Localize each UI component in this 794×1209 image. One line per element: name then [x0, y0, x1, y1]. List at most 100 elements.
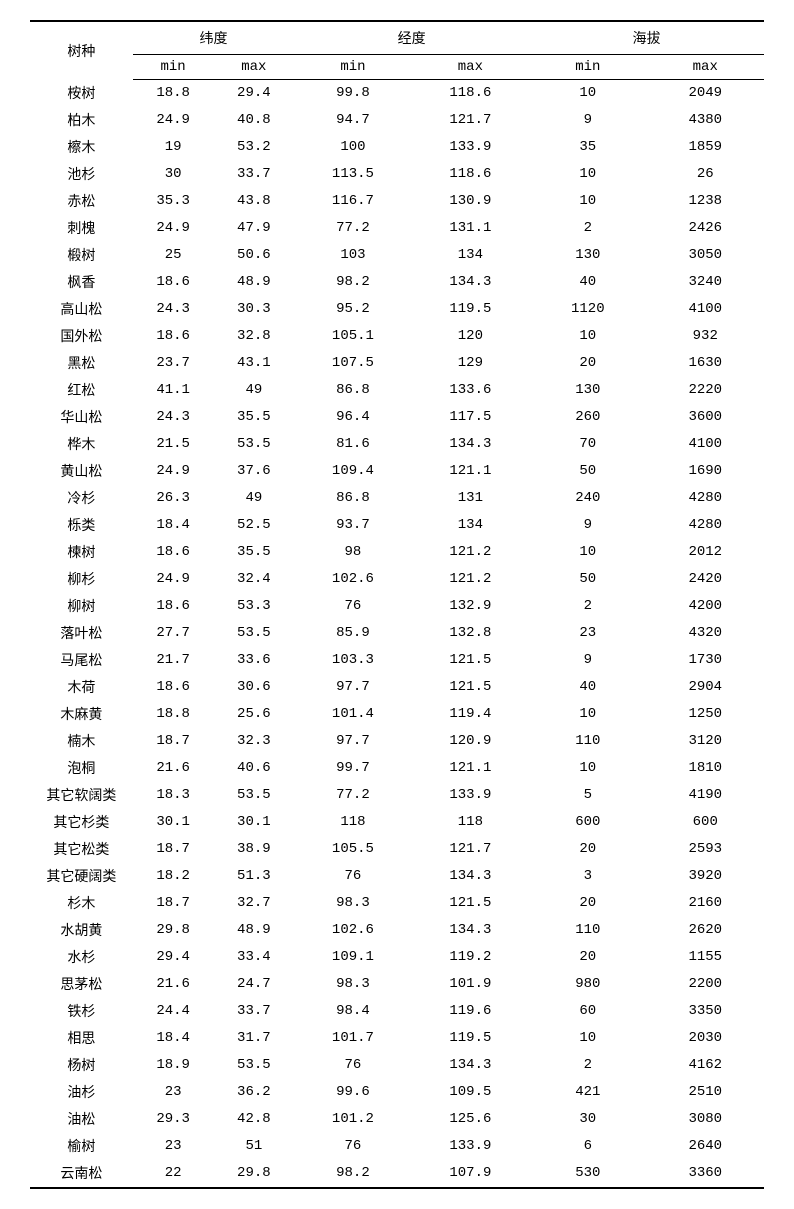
cell-elev-max: 4200 [647, 593, 764, 620]
cell-elev-max: 4162 [647, 1052, 764, 1079]
cell-elev-max: 1250 [647, 701, 764, 728]
table-row: 其它软阔类18.353.577.2133.954190 [30, 782, 764, 809]
cell-lat-max: 32.4 [213, 566, 294, 593]
cell-lat-max: 32.3 [213, 728, 294, 755]
cell-lon-max: 134.3 [412, 863, 529, 890]
cell-species: 马尾松 [30, 647, 133, 674]
cell-lat-min: 23 [133, 1079, 214, 1106]
cell-lon-min: 77.2 [294, 215, 411, 242]
header-lat-min: min [133, 55, 214, 80]
cell-elev-min: 9 [529, 647, 646, 674]
table-row: 黄山松24.937.6109.4121.1501690 [30, 458, 764, 485]
cell-elev-min: 10 [529, 161, 646, 188]
table-row: 木麻黄18.825.6101.4119.4101250 [30, 701, 764, 728]
cell-lat-max: 49 [213, 485, 294, 512]
cell-elev-min: 3 [529, 863, 646, 890]
cell-lon-min: 98.2 [294, 269, 411, 296]
cell-elev-min: 260 [529, 404, 646, 431]
cell-lon-min: 109.1 [294, 944, 411, 971]
cell-lat-max: 53.3 [213, 593, 294, 620]
cell-elev-min: 10 [529, 80, 646, 107]
cell-lon-min: 98.3 [294, 971, 411, 998]
cell-lat-min: 24.3 [133, 296, 214, 323]
cell-lon-min: 76 [294, 863, 411, 890]
cell-lat-min: 18.8 [133, 701, 214, 728]
cell-lon-max: 134 [412, 512, 529, 539]
cell-lon-max: 133.9 [412, 782, 529, 809]
cell-elev-min: 240 [529, 485, 646, 512]
cell-lon-max: 133.9 [412, 1133, 529, 1160]
cell-elev-max: 3350 [647, 998, 764, 1025]
table-row: 其它硬阔类18.251.376134.333920 [30, 863, 764, 890]
cell-lat-min: 18.7 [133, 728, 214, 755]
cell-lat-max: 48.9 [213, 917, 294, 944]
cell-elev-min: 980 [529, 971, 646, 998]
table-row: 柳树18.653.376132.924200 [30, 593, 764, 620]
cell-lat-max: 33.7 [213, 161, 294, 188]
table-row: 刺槐24.947.977.2131.122426 [30, 215, 764, 242]
cell-species: 红松 [30, 377, 133, 404]
cell-lon-max: 121.1 [412, 755, 529, 782]
cell-species: 柳杉 [30, 566, 133, 593]
cell-lat-max: 53.5 [213, 782, 294, 809]
cell-lon-min: 93.7 [294, 512, 411, 539]
table-row: 黑松23.743.1107.5129201630 [30, 350, 764, 377]
cell-lat-max: 30.6 [213, 674, 294, 701]
cell-elev-max: 1238 [647, 188, 764, 215]
table-row: 楠木18.732.397.7120.91103120 [30, 728, 764, 755]
cell-elev-min: 1120 [529, 296, 646, 323]
cell-lon-min: 105.1 [294, 323, 411, 350]
cell-elev-max: 4190 [647, 782, 764, 809]
cell-elev-max: 4280 [647, 512, 764, 539]
cell-lat-max: 43.8 [213, 188, 294, 215]
cell-species: 榆树 [30, 1133, 133, 1160]
cell-lon-max: 125.6 [412, 1106, 529, 1133]
header-lon-min: min [294, 55, 411, 80]
cell-species: 桦木 [30, 431, 133, 458]
cell-lat-min: 18.4 [133, 1025, 214, 1052]
cell-elev-max: 1730 [647, 647, 764, 674]
cell-lon-min: 97.7 [294, 674, 411, 701]
table-row: 水杉29.433.4109.1119.2201155 [30, 944, 764, 971]
cell-species: 柏木 [30, 107, 133, 134]
cell-lat-max: 48.9 [213, 269, 294, 296]
cell-elev-max: 4100 [647, 431, 764, 458]
cell-species: 木荷 [30, 674, 133, 701]
table-row: 思茅松21.624.798.3101.99802200 [30, 971, 764, 998]
cell-species: 油松 [30, 1106, 133, 1133]
cell-lon-min: 102.6 [294, 566, 411, 593]
cell-lon-min: 98.3 [294, 890, 411, 917]
cell-lon-max: 121.7 [412, 836, 529, 863]
cell-elev-min: 2 [529, 593, 646, 620]
cell-lat-max: 33.6 [213, 647, 294, 674]
cell-lat-min: 18.6 [133, 269, 214, 296]
cell-species: 椴树 [30, 242, 133, 269]
cell-lon-max: 133.6 [412, 377, 529, 404]
cell-lon-max: 131.1 [412, 215, 529, 242]
cell-elev-min: 9 [529, 512, 646, 539]
cell-lat-min: 22 [133, 1160, 214, 1188]
cell-lat-min: 24.9 [133, 458, 214, 485]
cell-lat-max: 50.6 [213, 242, 294, 269]
cell-elev-min: 40 [529, 269, 646, 296]
cell-elev-min: 530 [529, 1160, 646, 1188]
table-row: 落叶松27.753.585.9132.8234320 [30, 620, 764, 647]
cell-species: 国外松 [30, 323, 133, 350]
table-row: 油杉2336.299.6109.54212510 [30, 1079, 764, 1106]
header-longitude: 经度 [294, 21, 529, 55]
cell-species: 水胡黄 [30, 917, 133, 944]
cell-lat-max: 36.2 [213, 1079, 294, 1106]
table-row: 栎类18.452.593.713494280 [30, 512, 764, 539]
cell-lat-max: 29.8 [213, 1160, 294, 1188]
cell-lat-min: 21.6 [133, 971, 214, 998]
header-lon-max: max [412, 55, 529, 80]
cell-lon-max: 119.2 [412, 944, 529, 971]
table-row: 椴树2550.61031341303050 [30, 242, 764, 269]
cell-lon-max: 101.9 [412, 971, 529, 998]
cell-lon-max: 133.9 [412, 134, 529, 161]
table-row: 华山松24.335.596.4117.52603600 [30, 404, 764, 431]
cell-species: 刺槐 [30, 215, 133, 242]
cell-elev-min: 600 [529, 809, 646, 836]
cell-lon-min: 96.4 [294, 404, 411, 431]
table-row: 云南松2229.898.2107.95303360 [30, 1160, 764, 1188]
